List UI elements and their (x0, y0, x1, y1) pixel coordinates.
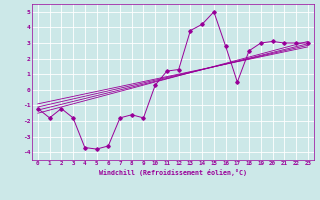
X-axis label: Windchill (Refroidissement éolien,°C): Windchill (Refroidissement éolien,°C) (99, 169, 247, 176)
